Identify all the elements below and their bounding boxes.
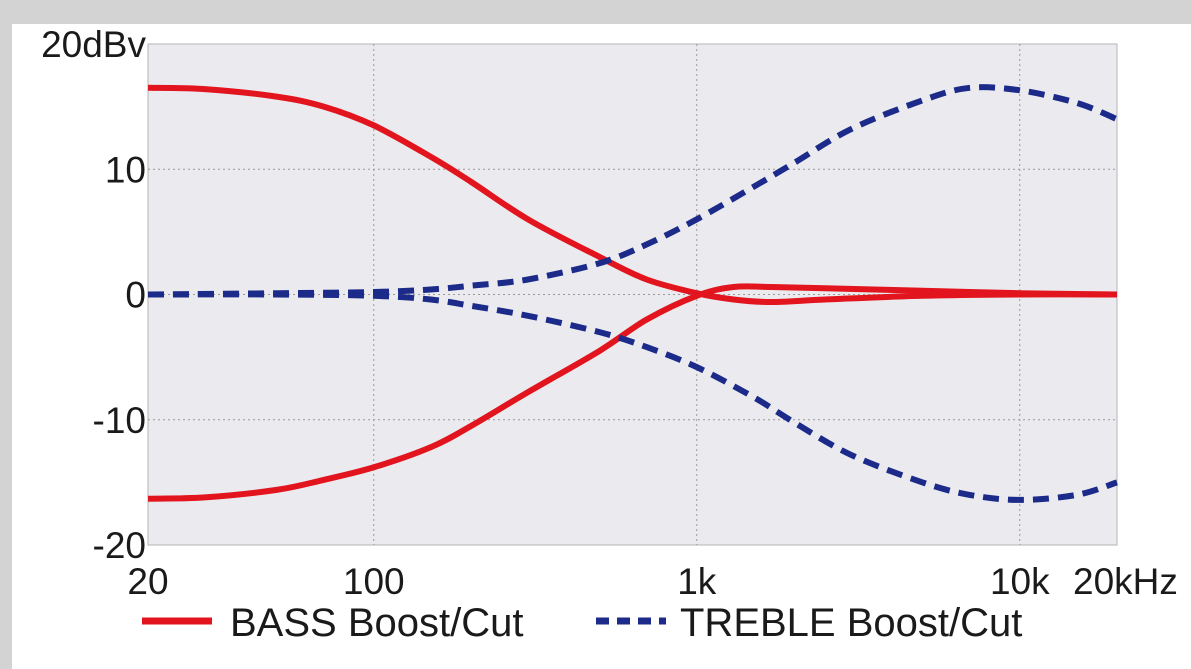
treble-curve-3 xyxy=(147,291,1118,503)
legend-label-bass: BASS Boost/Cut xyxy=(230,601,523,645)
y-tick-label: 20dBv xyxy=(41,24,146,65)
bass-curve-0 xyxy=(147,84,1118,305)
treble-curve-2 xyxy=(147,84,1119,298)
y-tick-label: 10 xyxy=(105,149,146,190)
legend: BASS Boost/Cut TREBLE Boost/Cut xyxy=(142,601,1022,645)
legend-label-treble: TREBLE Boost/Cut xyxy=(680,601,1022,645)
series-layer xyxy=(147,84,1119,503)
x-tick-label: 10k xyxy=(990,561,1050,602)
x-axis-ticks: 20 100 1k 10k 20kHz xyxy=(127,561,1177,602)
x-tick-label: 1k xyxy=(677,561,717,602)
x-tick-label: 100 xyxy=(343,561,405,602)
x-tick-label: 20 xyxy=(127,561,168,602)
y-axis-ticks: 20dBv 10 0 -10 -20 xyxy=(41,24,146,566)
y-tick-label: -10 xyxy=(93,400,146,441)
y-tick-label: 0 xyxy=(125,275,146,316)
bass-curve-1 xyxy=(147,283,1118,502)
y-tick-label: -20 xyxy=(93,525,146,566)
x-tick-label: 20kHz xyxy=(1073,561,1178,602)
chart-frame: 20dBv 10 0 -10 -20 20 100 1k 10k 20kHz BASS Boos… xyxy=(12,24,1191,669)
